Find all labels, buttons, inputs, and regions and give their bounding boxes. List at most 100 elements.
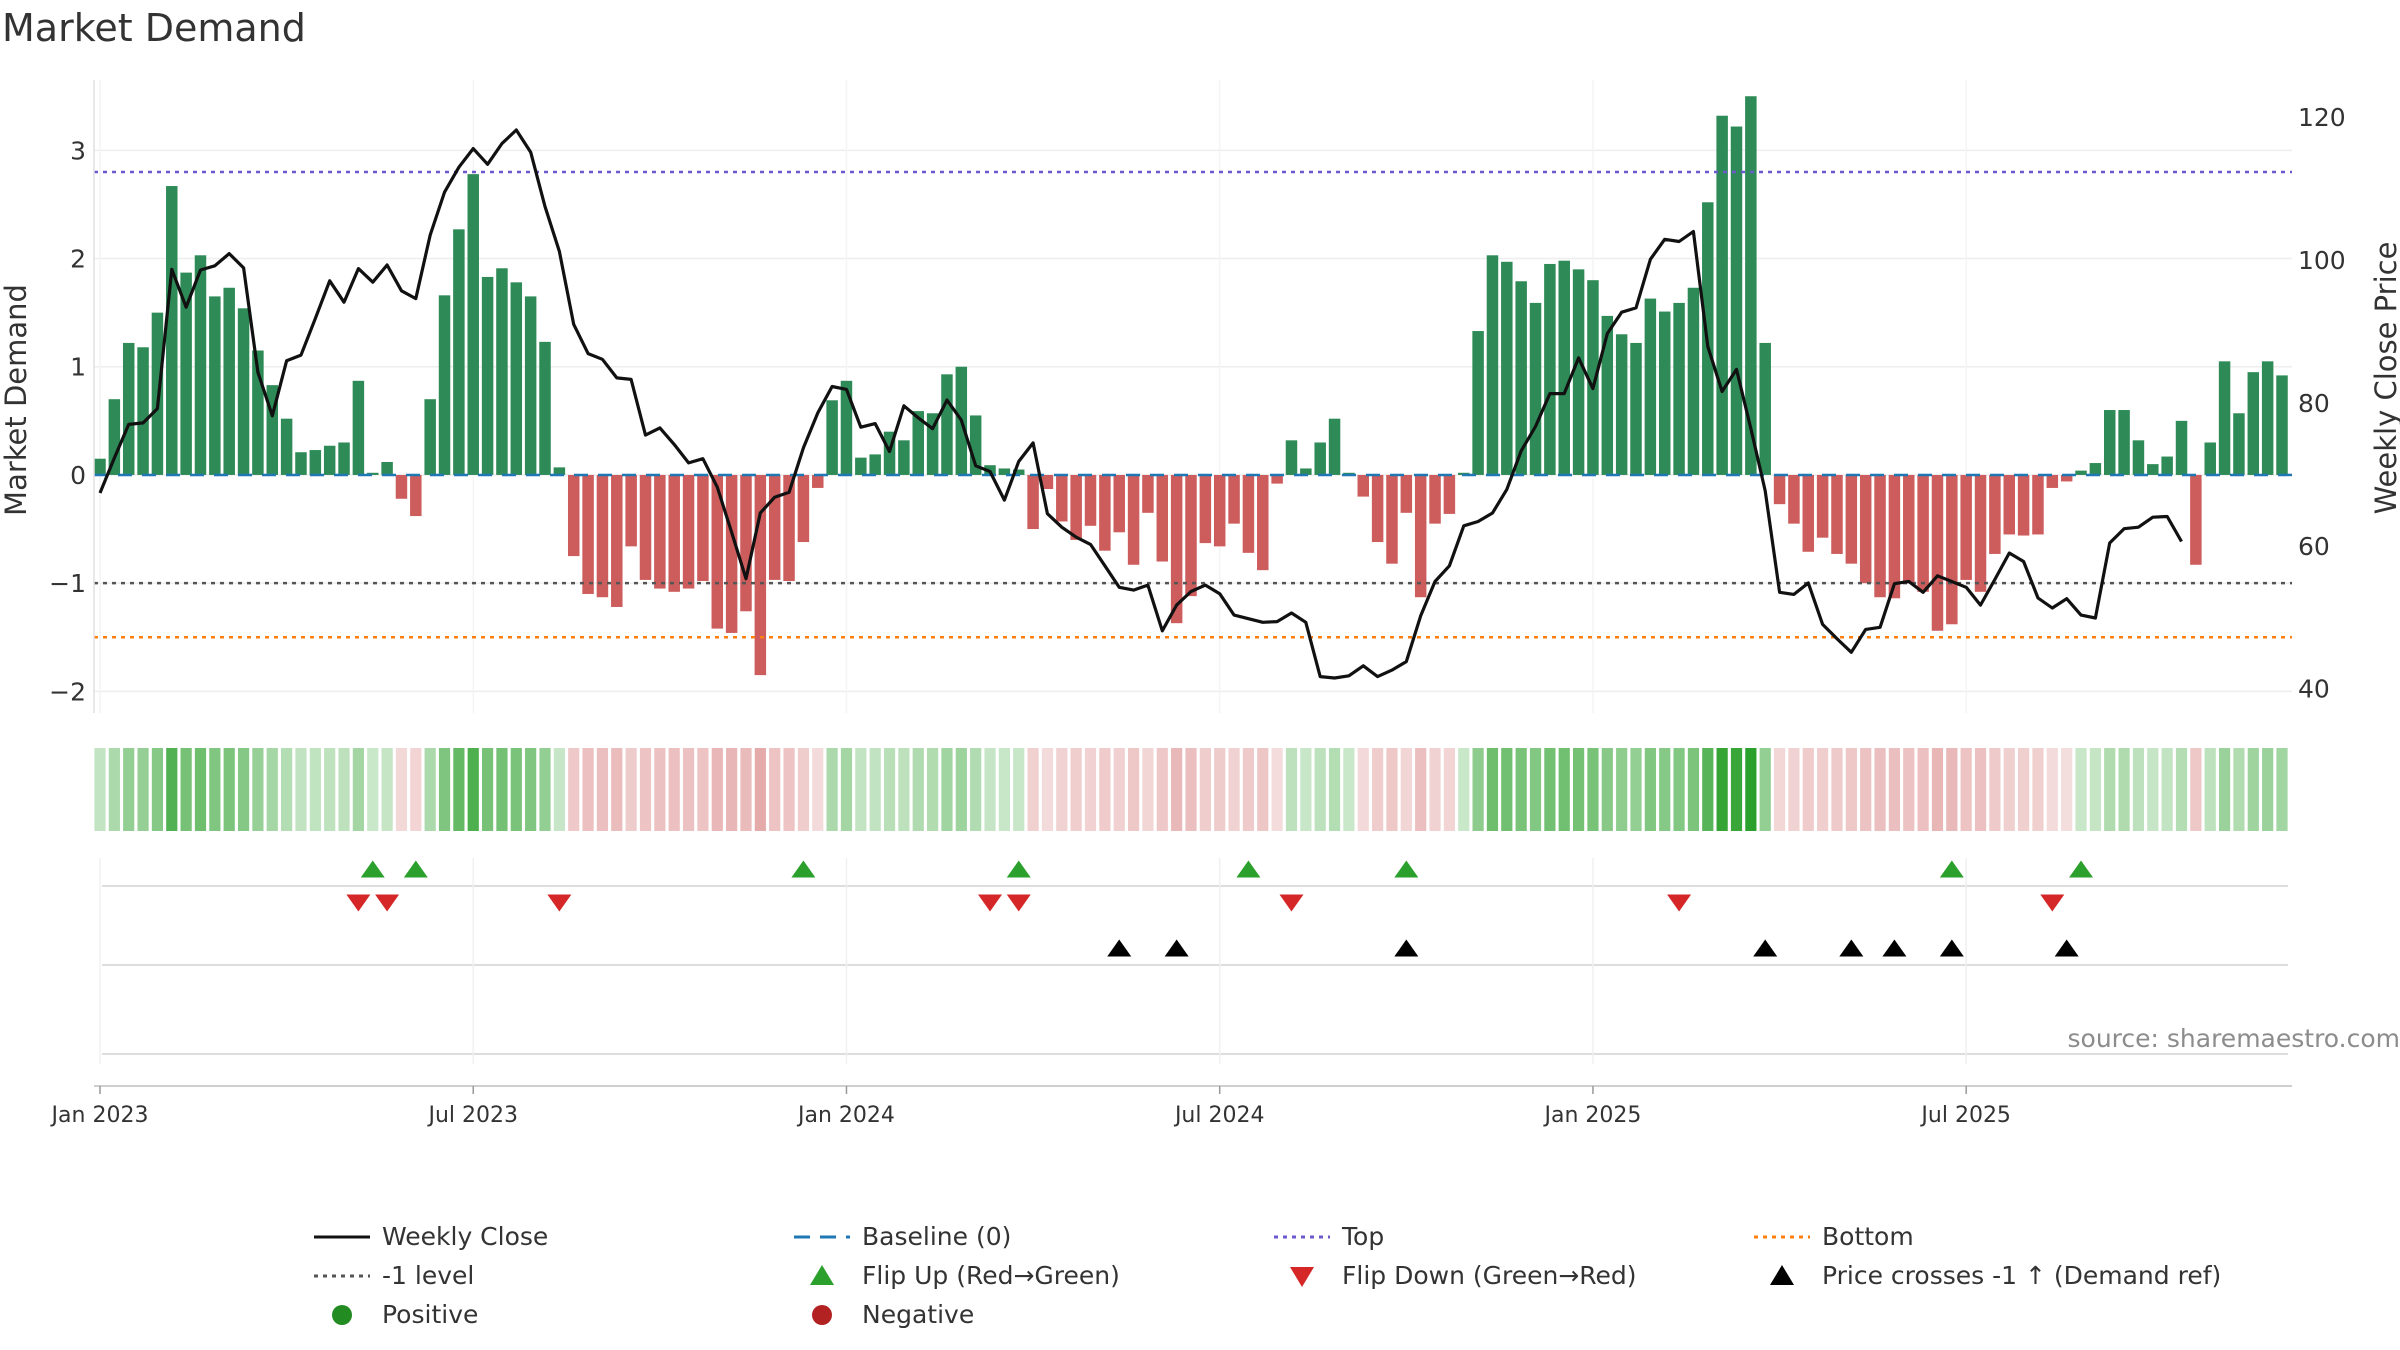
demand-strip-cell [1357, 748, 1369, 831]
demand-bar-negative [2032, 474, 2044, 535]
demand-bar-negative [1156, 474, 1169, 562]
minus-one-swatch [314, 1274, 370, 1278]
y-axis-title-left: Market Demand [0, 284, 33, 516]
demand-strip-cell [1888, 748, 1901, 831]
demand-strip-cell [711, 748, 723, 831]
demand-bar-negative [697, 474, 709, 581]
demand-strip-cell [797, 748, 810, 831]
demand-bar-positive [1716, 115, 1728, 475]
circle-red-icon [812, 1305, 832, 1325]
demand-bar-positive [1314, 442, 1326, 475]
demand-strip-cell [855, 748, 867, 831]
demand-bar-positive [2276, 375, 2288, 475]
flip-down-marker [375, 894, 400, 912]
demand-strip-cell [1415, 748, 1427, 831]
demand-strip-cell [668, 748, 680, 831]
demand-bar-positive [855, 457, 867, 475]
right-tick-label: 120 [2298, 103, 2346, 132]
demand-bar-negative [1831, 474, 1843, 554]
demand-bar-negative [1917, 474, 1929, 592]
demand-strip-cell [424, 748, 436, 831]
y-axis-title-right: Weekly Close Price [2369, 242, 2400, 515]
demand-strip-cell [1687, 748, 1700, 831]
demand-bar-positive [1285, 440, 1298, 475]
demand-bar-positive [338, 442, 350, 475]
demand-strip-cell [1931, 748, 1944, 831]
x-tick-label: Jul 2025 [1919, 1103, 2011, 1128]
demand-strip-cell [1127, 748, 1140, 831]
demand-bar-negative [2190, 474, 2202, 565]
demand-strip-cell [1056, 748, 1068, 831]
demand-strip-cell [2132, 748, 2145, 831]
demand-bar-negative [1974, 474, 1987, 592]
demand-strip-cell [1558, 748, 1570, 831]
flip-up-marker [360, 860, 385, 878]
x-tick-label: Jan 2024 [796, 1103, 895, 1128]
demand-bar-negative [1185, 474, 1197, 597]
demand-strip-cell [1271, 748, 1283, 831]
demand-strip-cell [984, 748, 996, 831]
demand-strip-cell [1429, 748, 1441, 831]
demand-bar-negative [1099, 474, 1111, 551]
price-cross-marker [1939, 939, 1964, 957]
demand-bar-negative [596, 474, 609, 598]
demand-bar-negative [1027, 474, 1039, 530]
demand-strip-cell [252, 748, 264, 831]
demand-bar-positive [1759, 342, 1771, 475]
price-cross-marker [1882, 939, 1907, 957]
legend-label: Flip Down (Green→Red) [1342, 1261, 1637, 1290]
demand-strip-cell [1400, 748, 1412, 831]
demand-bar-positive [280, 418, 293, 475]
demand-bar-negative [567, 474, 580, 557]
demand-strip-cell [1730, 748, 1743, 831]
flip-up-marker [1006, 860, 1031, 878]
demand-strip-cell [1572, 748, 1585, 831]
demand-strip-cell [381, 748, 393, 831]
demand-strip-cell [611, 748, 623, 831]
flip-down-marker [1667, 894, 1692, 912]
legend-label: Negative [862, 1300, 975, 1329]
demand-strip-cell [2175, 748, 2188, 831]
demand-bar-negative [1271, 474, 1283, 484]
demand-strip-cell [970, 748, 982, 831]
flip-up-marker [403, 860, 428, 878]
demand-bar-positive [1501, 261, 1513, 475]
demand-strip-cell [726, 748, 738, 831]
demand-bar-negative [1257, 474, 1269, 571]
demand-bar-negative [1903, 474, 1915, 584]
demand-bar-positive [453, 229, 465, 475]
demand-strip-cell [2104, 748, 2116, 831]
flip-down-marker [547, 894, 572, 912]
legend-label: -1 level [382, 1261, 475, 1290]
demand-strip-cell [2089, 748, 2101, 831]
demand-bar-negative [1989, 474, 2001, 554]
demand-bar-positive [1515, 281, 1527, 475]
source-credit: source: sharemaestro.com [2067, 1024, 2400, 1053]
demand-bar-negative [1788, 474, 1800, 524]
left-tick-label: 0 [70, 461, 86, 490]
demand-bar-positive [481, 276, 494, 475]
demand-bar-negative [1802, 474, 1815, 552]
demand-bar-negative [768, 474, 781, 580]
demand-strip-cell [927, 748, 939, 831]
demand-strip-cell [1300, 748, 1312, 831]
demand-strip-cell [1616, 748, 1628, 831]
demand-bar-positive [1486, 255, 1499, 475]
bottom-swatch [1754, 1235, 1810, 1239]
demand-strip-cell [266, 748, 278, 831]
demand-strip-cell [1845, 748, 1857, 831]
demand-strip-cell [209, 748, 221, 831]
demand-bar-positive [1529, 302, 1542, 475]
demand-bar-negative [611, 474, 623, 607]
triangle-up-icon [810, 1265, 834, 1285]
demand-bar-positive [323, 445, 336, 475]
flip-down-marker [346, 894, 371, 912]
demand-strip-cell [1773, 748, 1786, 831]
demand-strip-cell [1960, 748, 1972, 831]
demand-strip-cell [553, 748, 565, 831]
demand-strip-cell [883, 748, 896, 831]
demand-strip-cell [525, 748, 537, 831]
demand-strip-cell [338, 748, 350, 831]
demand-bar-negative [1386, 474, 1398, 564]
demand-strip-cell [1372, 748, 1384, 831]
